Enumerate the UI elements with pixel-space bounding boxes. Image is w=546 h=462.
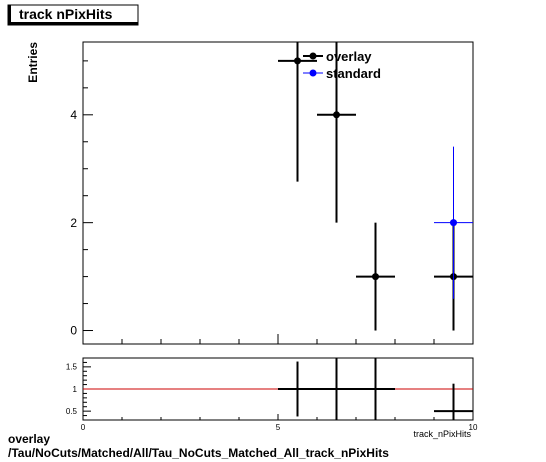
chart-title: track nPixHits [19, 6, 113, 22]
ratio-data-marks [83, 358, 473, 420]
main-y-tick-label: 0 [70, 324, 77, 338]
main-point-overlay [333, 111, 340, 119]
footer-line-1: overlay [8, 432, 51, 446]
main-plot-frame [82, 41, 474, 345]
legend-label-standard: standard [326, 66, 381, 81]
x-axis-label: track_nPixHits [413, 429, 471, 439]
y-axis-label: Entries [26, 42, 40, 83]
ratio-axis-ticks: 0 5 10 0.5 1 1.5 [66, 357, 478, 432]
main-point-standard [450, 219, 457, 227]
main-point-overlay [294, 57, 301, 65]
ratio-y-tick-label: 1.5 [66, 363, 78, 372]
legend-label-overlay: overlay [326, 49, 372, 64]
ratio-x-tick-label: 0 [81, 423, 86, 432]
legend-marker-overlay [309, 52, 317, 60]
main-point-overlay [372, 273, 379, 281]
ratio-x-tick-label: 10 [469, 423, 478, 432]
legend-marker-standard [309, 69, 317, 77]
main-axis-ticks: 0 2 4 [70, 60, 474, 344]
main-data-marks [278, 42, 473, 331]
title-box: track nPixHits [7, 4, 139, 26]
main-y-tick-label: 2 [70, 216, 77, 230]
ratio-x-tick-label: 5 [276, 423, 281, 432]
legend: overlay standard [303, 49, 381, 81]
ratio-y-tick-label: 1 [73, 385, 78, 394]
footer: overlay /Tau/NoCuts/Matched/All/Tau_NoCu… [8, 432, 389, 460]
footer-line-2: /Tau/NoCuts/Matched/All/Tau_NoCuts_Match… [8, 446, 389, 460]
main-y-tick-label: 4 [70, 108, 77, 122]
ratio-y-tick-label: 0.5 [66, 407, 78, 416]
